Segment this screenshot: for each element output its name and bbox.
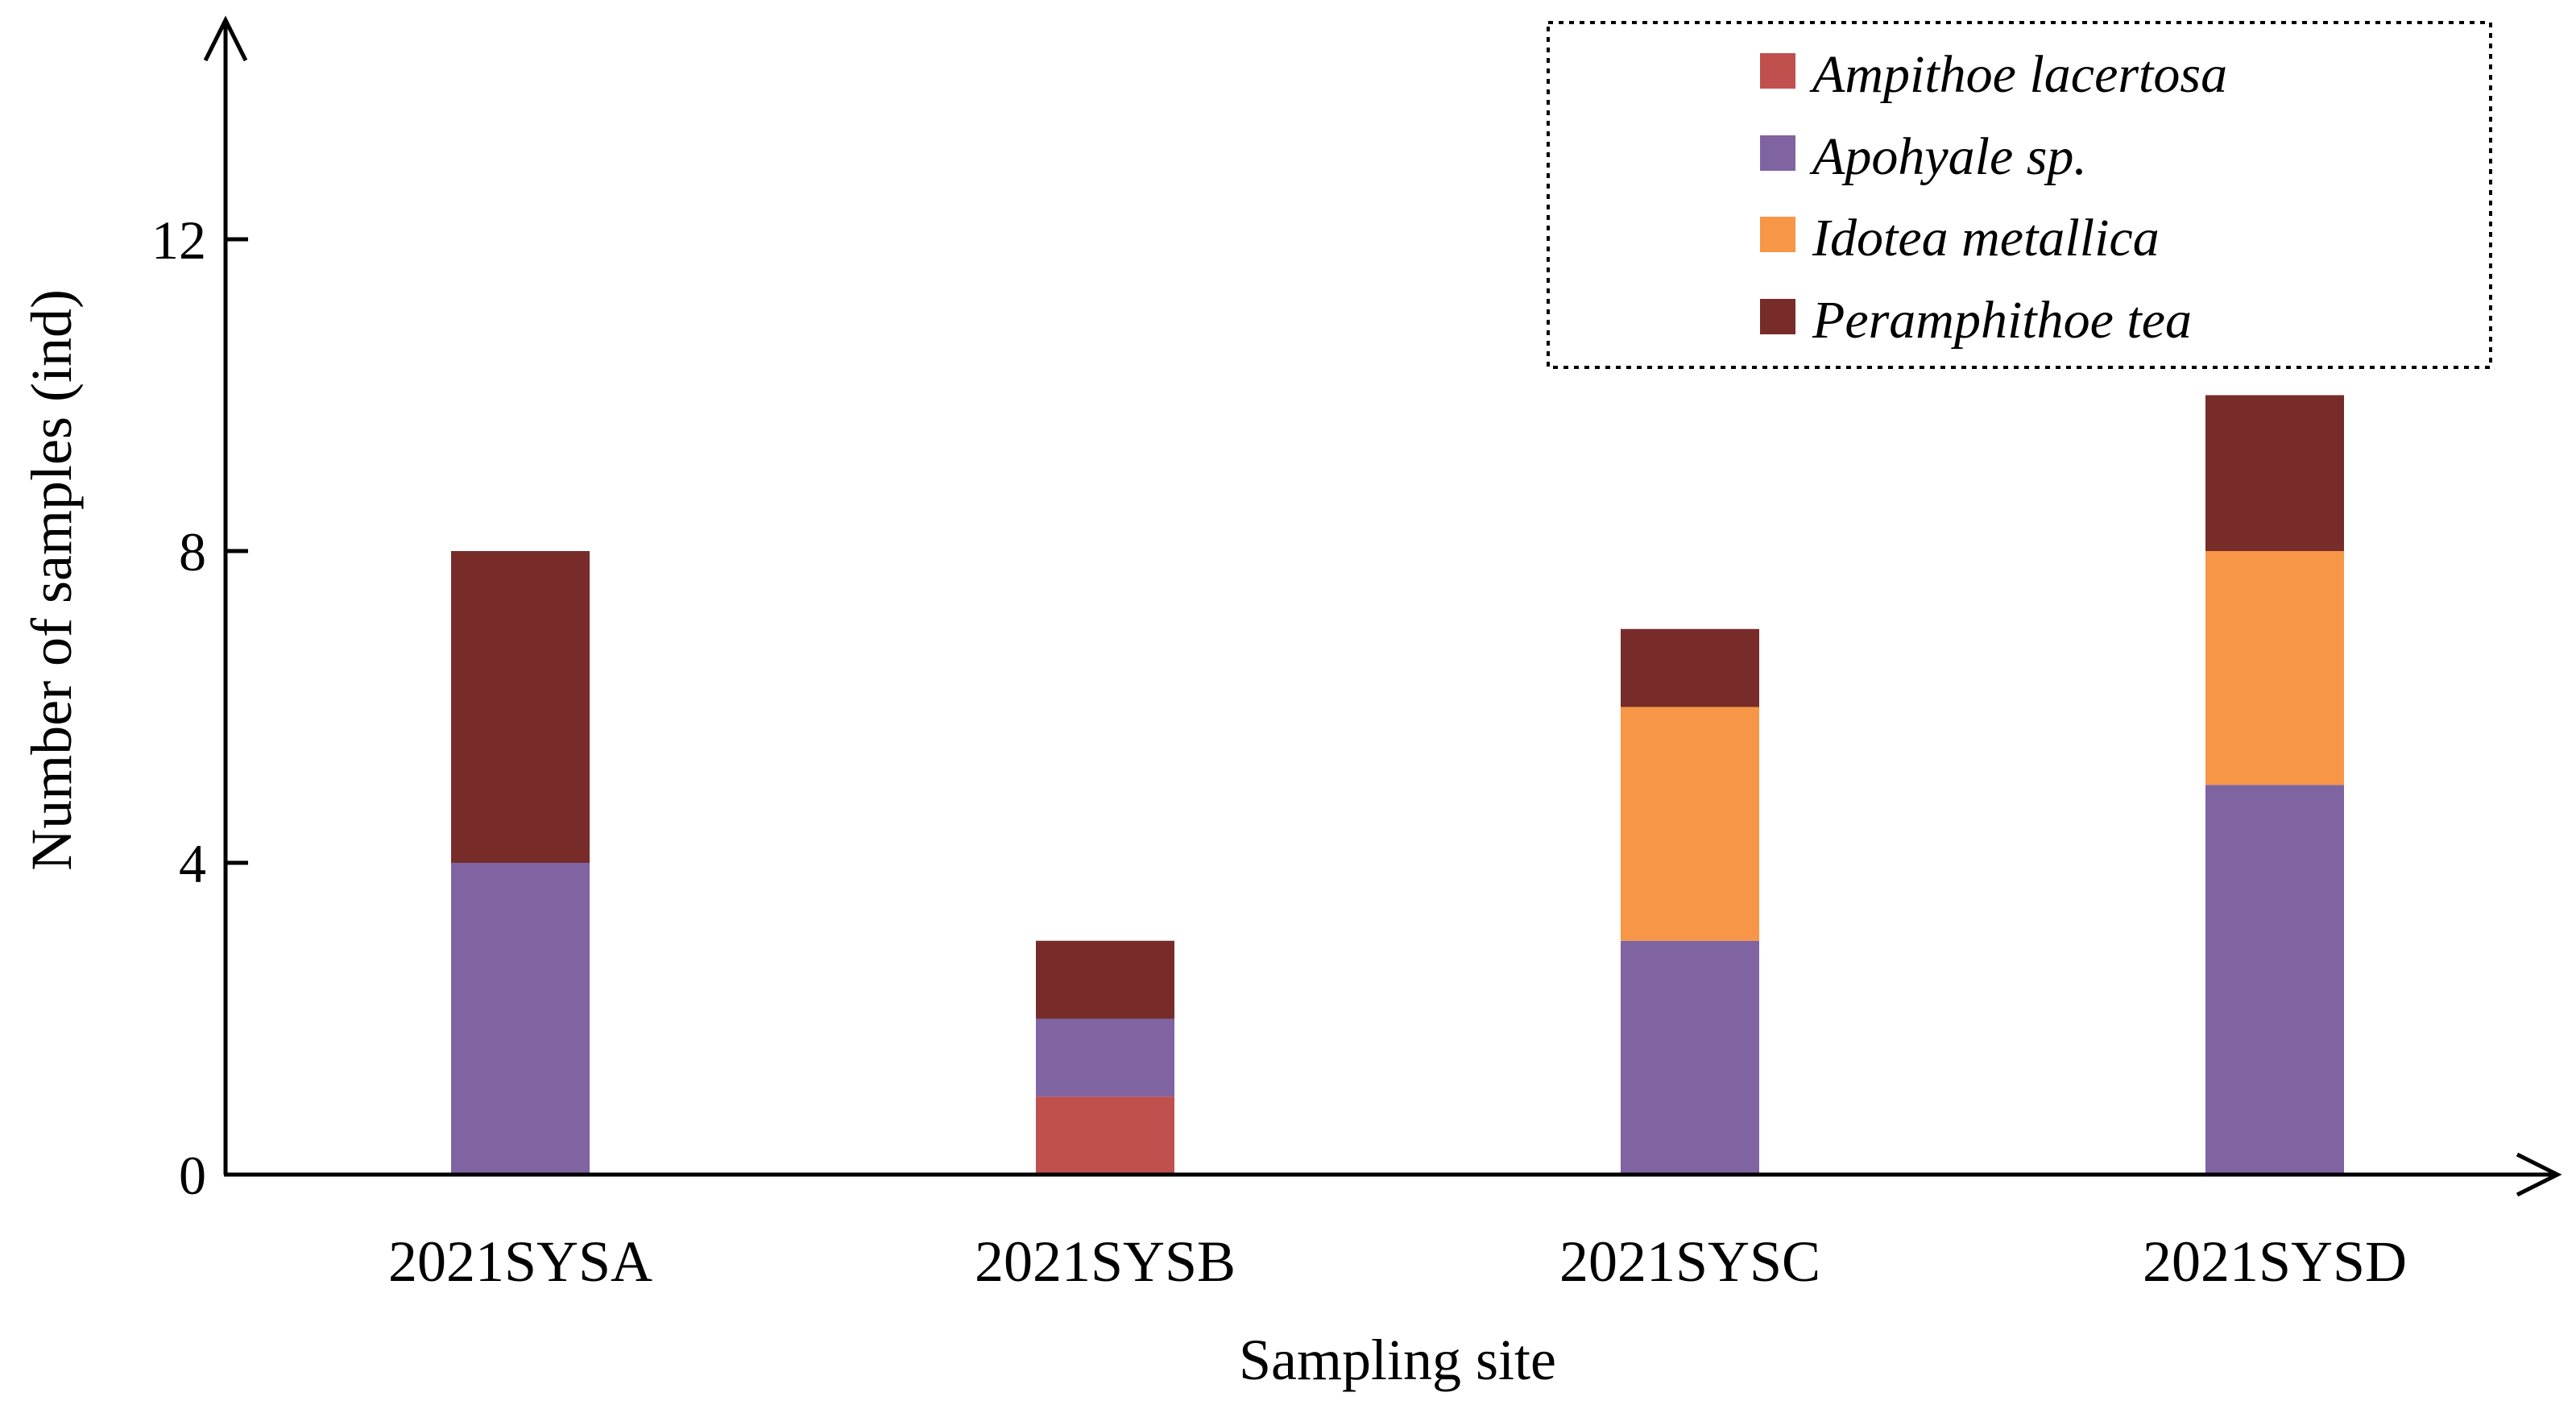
legend-label: Ampithoe lacertosa <box>1809 45 2227 104</box>
bar-2021sysc-peramphithoe-tea <box>1621 628 1759 707</box>
x-tick-label: 2021SYSA <box>388 1229 652 1294</box>
x-axis-label: Sampling site <box>1239 1328 1556 1392</box>
legend-swatch-apohyale-sp <box>1760 135 1795 171</box>
legend-label: Peramphithoe tea <box>1812 291 2192 350</box>
y-axis-arrow <box>203 15 248 62</box>
y-ticks: 0 4 8 12 <box>151 209 248 1206</box>
y-tick-label: 8 <box>179 521 206 582</box>
bar-2021sysd-peramphithoe-tea <box>2205 395 2344 551</box>
bar-2021sysa-apohyale-sp <box>451 863 590 1175</box>
y-tick-label: 0 <box>179 1145 206 1206</box>
axes <box>203 15 2562 1197</box>
legend-swatch-idotea-metallica <box>1760 217 1795 252</box>
legend: Ampithoe lacertosa Apohyale sp. Idotea met… <box>1547 21 2492 369</box>
legend-swatch-ampithoe-lacertosa <box>1760 53 1795 89</box>
bar-2021sysb-peramphithoe-tea <box>1036 940 1174 1019</box>
x-tick-labels: 2021SYSA 2021SYSB 2021SYSC 2021SYSD <box>388 1229 2407 1294</box>
legend-label: Idotea metallica <box>1812 209 2160 267</box>
x-tick-label: 2021SYSD <box>2143 1229 2407 1294</box>
legend-label: Apohyale sp. <box>1809 127 2087 186</box>
x-tick-label: 2021SYSB <box>975 1229 1236 1294</box>
legend-frame <box>1547 21 2492 369</box>
bar-2021sysb-ampithoe-lacertosa <box>1036 1096 1174 1175</box>
bar-2021sysc-idotea-metallica <box>1621 707 1759 941</box>
bar-2021sysa-peramphithoe-tea <box>451 551 590 863</box>
bar-2021sysc-apohyale-sp <box>1621 940 1759 1175</box>
bar-2021sysb-apohyale-sp <box>1036 1018 1174 1097</box>
bar-2021sysd-idotea-metallica <box>2205 551 2344 785</box>
bars-layer <box>451 395 2344 1175</box>
x-axis-arrow <box>2516 1152 2562 1197</box>
y-tick-label: 12 <box>151 209 206 271</box>
bar-2021sysd-apohyale-sp <box>2205 785 2344 1175</box>
y-axis-label: Number of samples (ind) <box>19 289 84 871</box>
legend-swatch-peramphithoe-tea <box>1760 299 1795 334</box>
y-tick-label: 4 <box>179 833 206 894</box>
x-tick-label: 2021SYSC <box>1559 1229 1820 1294</box>
